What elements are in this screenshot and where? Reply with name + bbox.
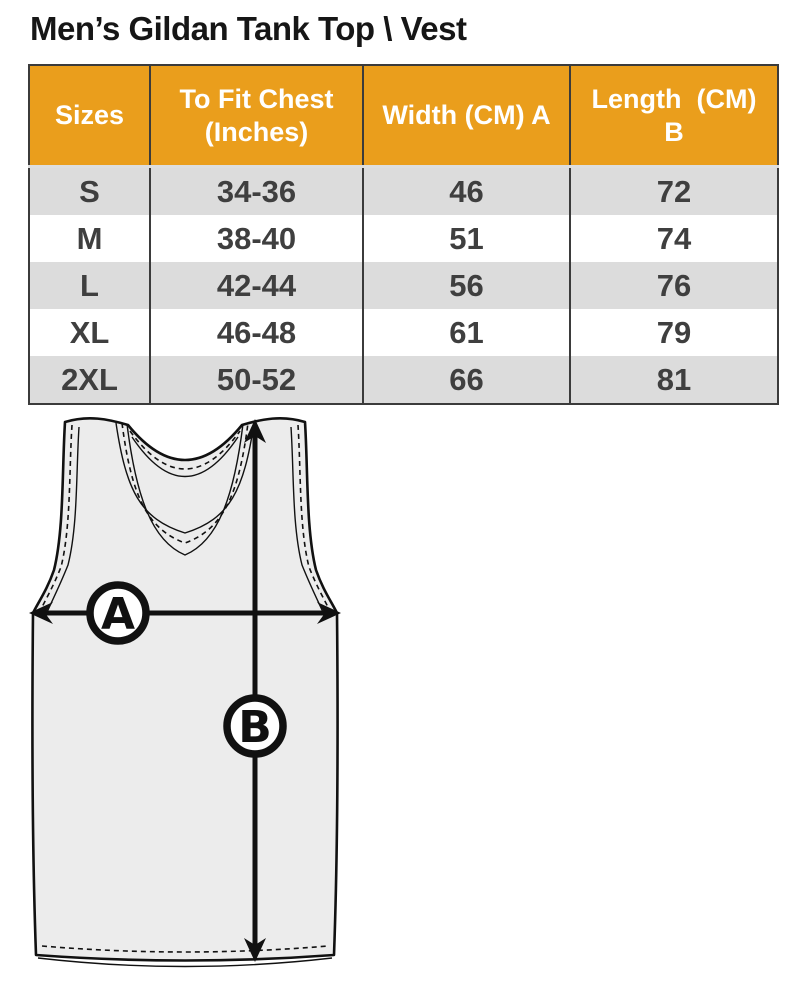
size-chart-table: Sizes To Fit Chest (Inches) Width (CM) A…	[28, 64, 779, 405]
width-label-circle	[86, 581, 150, 645]
length-cell: 76	[569, 262, 779, 309]
page-title: Men’s Gildan Tank Top \ Vest	[30, 10, 467, 47]
table-row: S 34-36 46 72	[28, 166, 779, 215]
table-row: M 38-40 51 74	[28, 215, 779, 262]
length-label-badge: B	[223, 694, 287, 758]
size-cell: XL	[28, 309, 151, 356]
front-neck-binding-inner	[126, 423, 244, 556]
width-cell: 51	[362, 215, 571, 262]
back-neck-binding-edge	[131, 436, 239, 477]
hem-double-line	[37, 957, 333, 968]
chest-cell: 50-52	[149, 356, 364, 404]
size-cell: 2XL	[28, 356, 151, 404]
right-armhole-stitch	[297, 424, 331, 612]
width-cell: 56	[362, 262, 571, 309]
front-neck-stitch	[121, 422, 249, 544]
hem-stitch-line	[41, 945, 329, 953]
chest-cell: 46-48	[149, 309, 364, 356]
column-header-sizes: Sizes	[28, 65, 151, 168]
tank-top-diagram: A B	[29, 417, 341, 968]
left-armhole-binding	[46, 426, 80, 613]
length-cell: 79	[569, 309, 779, 356]
front-neck-binding-outer	[115, 422, 255, 534]
table-row: 2XL 50-52 66 81	[28, 356, 779, 404]
arrowhead-down	[244, 938, 266, 962]
width-cell: 61	[362, 309, 571, 356]
column-header-length: Length (CM) B	[569, 65, 779, 168]
width-cell: 66	[362, 356, 571, 404]
size-cell: L	[28, 262, 151, 309]
chest-cell: 42-44	[149, 262, 364, 309]
tank-top-outline	[31, 417, 339, 962]
table-header-row: Sizes To Fit Chest (Inches) Width (CM) A…	[28, 65, 779, 168]
length-cell: 81	[569, 356, 779, 404]
chest-cell: 34-36	[149, 166, 364, 215]
length-measure-arrow	[244, 419, 266, 962]
arrowhead-up	[244, 419, 266, 443]
left-armhole-stitch	[39, 424, 73, 612]
arrowhead-right	[317, 602, 341, 624]
size-cell: S	[28, 166, 151, 215]
table-row: L 42-44 56 76	[28, 262, 779, 309]
back-neck-stitch	[129, 430, 241, 470]
width-cell: 46	[362, 166, 571, 215]
right-armhole-binding	[290, 426, 324, 613]
table-row: XL 46-48 61 79	[28, 309, 779, 356]
size-cell: M	[28, 215, 151, 262]
length-label: B	[238, 702, 272, 753]
width-label-badge: A	[86, 581, 150, 645]
length-cell: 74	[569, 215, 779, 262]
width-label: A	[101, 589, 135, 640]
column-header-chest: To Fit Chest (Inches)	[149, 65, 364, 168]
chest-cell: 38-40	[149, 215, 364, 262]
length-label-circle	[223, 694, 287, 758]
arrowhead-left	[29, 602, 53, 624]
length-cell: 72	[569, 166, 779, 215]
column-header-width: Width (CM) A	[362, 65, 571, 168]
